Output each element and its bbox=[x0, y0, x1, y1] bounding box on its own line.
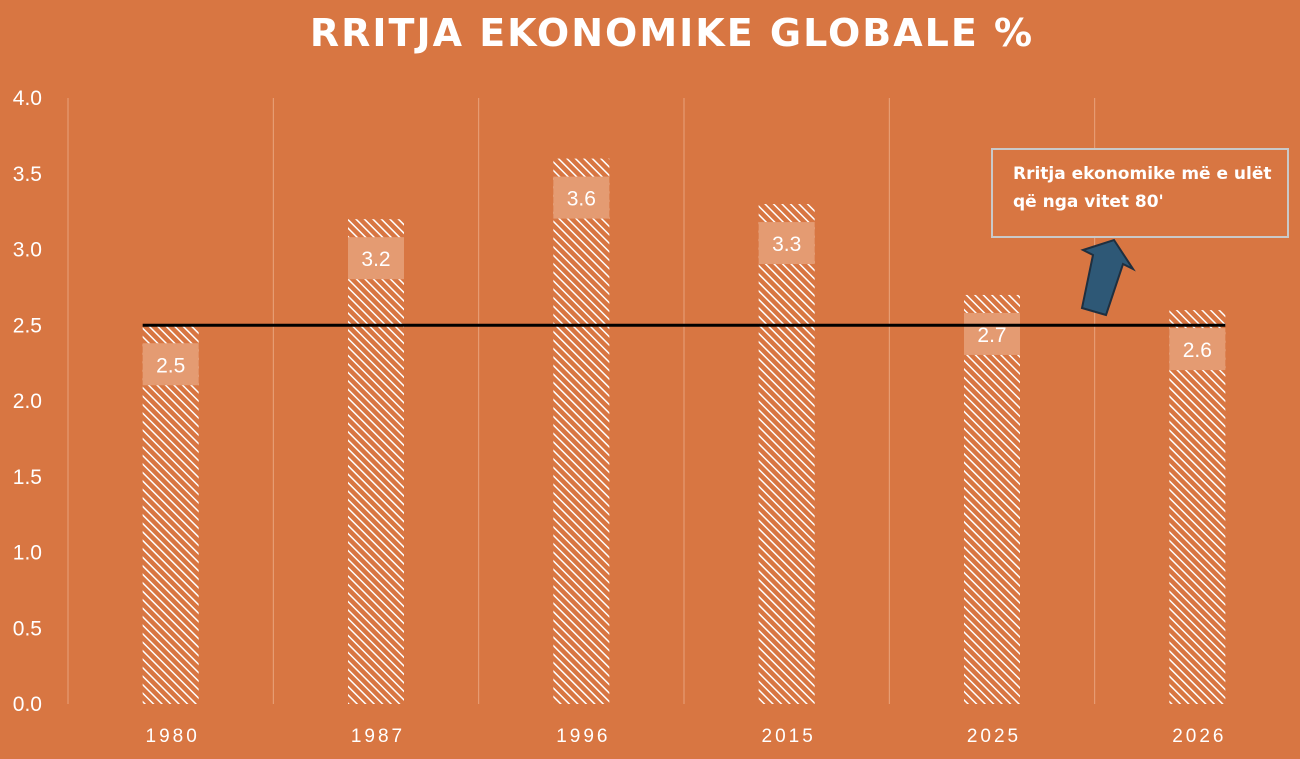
data-label-box bbox=[758, 222, 815, 265]
annotation-callout: Rritja ekonomike më e ulët që nga vitet … bbox=[991, 148, 1289, 238]
data-label: 2.6 bbox=[1183, 339, 1212, 362]
x-tick-label: 1996 bbox=[556, 726, 610, 747]
y-tick-label: 0.0 bbox=[13, 693, 42, 716]
data-label: 2.7 bbox=[977, 324, 1006, 347]
bar bbox=[142, 325, 199, 704]
x-tick-label: 2015 bbox=[762, 726, 816, 747]
data-label-box bbox=[142, 343, 199, 386]
data-label: 3.6 bbox=[567, 188, 596, 211]
y-tick-label: 2.5 bbox=[13, 314, 42, 337]
bar bbox=[758, 204, 815, 705]
y-tick-label: 4.0 bbox=[13, 87, 42, 110]
y-axis-ticks: 0.0 0.5 1.0 1.5 2.0 2.5 3.0 3.5 4.0 bbox=[13, 87, 42, 716]
bar bbox=[553, 158, 610, 705]
arrow-up-icon bbox=[1080, 238, 1136, 317]
data-label-box bbox=[1169, 328, 1226, 371]
bar bbox=[348, 219, 404, 704]
y-tick-label: 2.0 bbox=[13, 390, 42, 413]
y-tick-label: 3.5 bbox=[13, 163, 42, 186]
x-axis-labels: 1980 1987 1996 2015 2025 2026 bbox=[146, 726, 1226, 747]
x-tick-label: 1987 bbox=[351, 726, 405, 747]
y-tick-label: 3.0 bbox=[13, 239, 42, 262]
x-tick-label: 1980 bbox=[146, 726, 200, 747]
x-tick-label: 2025 bbox=[967, 726, 1021, 747]
y-tick-label: 1.0 bbox=[13, 542, 42, 565]
bars: 2.5 3.2 3.6 3.3 2.7 2.6 bbox=[142, 158, 1226, 705]
data-label: 3.2 bbox=[361, 248, 390, 271]
data-label: 2.5 bbox=[156, 354, 185, 377]
data-label-box bbox=[964, 312, 1020, 355]
data-label-box bbox=[553, 176, 610, 219]
x-tick-label: 2026 bbox=[1172, 726, 1226, 747]
bar bbox=[1169, 310, 1226, 704]
data-label-box bbox=[348, 237, 404, 280]
y-tick-label: 0.5 bbox=[13, 617, 42, 640]
chart-title: RRITJA EKONOMIKE GLOBALE % bbox=[310, 11, 1034, 55]
bar bbox=[964, 294, 1020, 704]
data-label: 3.3 bbox=[772, 233, 801, 256]
y-tick-label: 1.5 bbox=[13, 466, 42, 489]
